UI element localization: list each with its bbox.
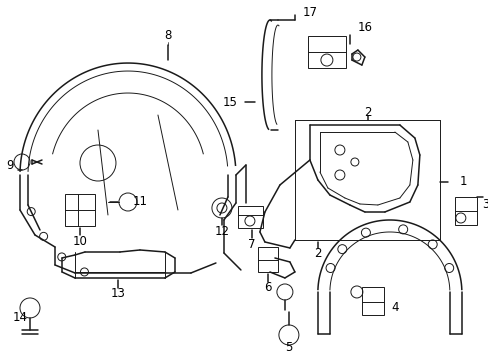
Text: 7: 7 <box>248 238 255 252</box>
Text: 13: 13 <box>110 288 125 301</box>
Bar <box>238 206 263 228</box>
Bar <box>257 247 277 272</box>
Bar <box>65 194 95 226</box>
Text: 2: 2 <box>364 105 371 118</box>
Text: 9: 9 <box>6 158 14 171</box>
Bar <box>307 36 345 68</box>
Text: 8: 8 <box>164 28 171 41</box>
Text: 4: 4 <box>390 301 398 314</box>
Text: 1: 1 <box>459 175 467 189</box>
Bar <box>361 287 383 315</box>
Text: 5: 5 <box>285 341 292 355</box>
Text: 12: 12 <box>214 225 229 238</box>
Text: 15: 15 <box>222 95 237 108</box>
Text: 14: 14 <box>13 311 27 324</box>
Text: 3: 3 <box>481 198 488 211</box>
Text: 16: 16 <box>357 21 372 33</box>
Text: 2: 2 <box>313 247 321 261</box>
Text: 10: 10 <box>72 235 87 248</box>
Text: 17: 17 <box>302 5 317 19</box>
Text: 11: 11 <box>132 195 147 208</box>
Text: 6: 6 <box>264 282 271 294</box>
Bar <box>454 197 476 225</box>
